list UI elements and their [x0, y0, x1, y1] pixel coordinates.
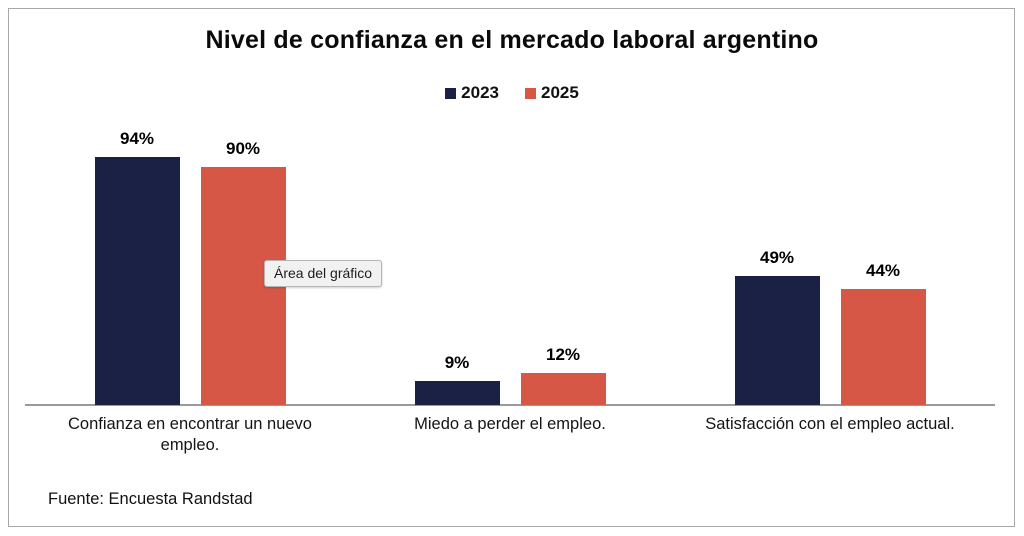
bar-2025-group2[interactable] — [520, 373, 606, 405]
x-axis-line — [25, 404, 995, 406]
legend-swatch-icon — [445, 87, 457, 99]
bar-2023-group3[interactable] — [734, 275, 820, 405]
legend-item-2023[interactable]: 2023 — [445, 83, 499, 103]
category-label-2: Miedo a perder el empleo. — [414, 415, 606, 433]
data-label-2025-group2: 12% — [545, 345, 581, 365]
chart-legend: 2023 2025 — [0, 83, 1024, 103]
category-label-3: Satisfacción con el empleo actual. — [705, 415, 955, 433]
legend-label-2023: 2023 — [461, 83, 499, 102]
bar-2025-group3[interactable] — [840, 288, 926, 405]
data-label-2023-group1: 94% — [119, 128, 155, 148]
legend-swatch-icon — [525, 87, 536, 99]
bar-2023-group1[interactable] — [94, 156, 180, 405]
source-text: Fuente: Encuesta Randstad — [48, 490, 253, 508]
data-label-2025-group3: 44% — [865, 260, 901, 280]
plot-area[interactable]: 94% 90% 9% 12% 49% 44% — [0, 0, 1024, 406]
legend-item-2025[interactable]: 2025 — [525, 83, 579, 103]
legend-label-2025: 2025 — [541, 83, 579, 102]
chart-area-tooltip: Área del gráfico — [264, 260, 383, 287]
data-label-2023-group3: 49% — [759, 247, 795, 267]
data-label-2025-group1: 90% — [225, 139, 261, 159]
chart-title: Nivel de confianza en el mercado laboral… — [205, 26, 819, 54]
bar-2023-group2[interactable] — [414, 381, 500, 405]
data-label-2023-group2: 9% — [444, 353, 470, 373]
category-label-1: Confianza en encontrar un nuevo empleo. — [67, 415, 312, 454]
